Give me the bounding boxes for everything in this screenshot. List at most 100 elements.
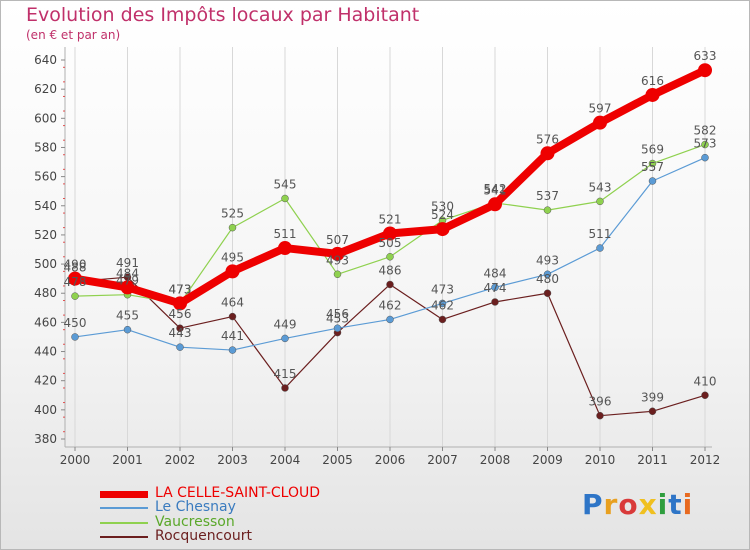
x-tick-label: 2006 <box>375 453 406 467</box>
data-label-rocquencourt: 453 <box>326 312 349 326</box>
data-point-le-chesnay <box>333 324 342 332</box>
y-tick-label: 620 <box>34 82 57 96</box>
y-tick-label: 400 <box>34 403 57 417</box>
data-label-vaucresson: 473 <box>169 282 192 296</box>
data-label-la-celle-saint-cloud: 633 <box>694 49 717 63</box>
data-label-la-celle-saint-cloud: 511 <box>274 227 297 241</box>
logo-letter: r <box>603 488 619 521</box>
legend-label-vaucresson: Vaucresson <box>155 514 235 530</box>
data-point-vaucresson <box>543 206 552 214</box>
data-label-rocquencourt: 480 <box>536 272 559 286</box>
x-tick-label: 2011 <box>637 453 668 467</box>
data-point-vaucresson <box>281 194 289 203</box>
data-point-vaucresson <box>333 270 342 279</box>
data-point-la-celle-saint-cloud <box>645 87 660 102</box>
data-point-le-chesnay <box>648 177 657 185</box>
data-point-le-chesnay <box>176 343 184 351</box>
x-tick-label: 2007 <box>427 453 458 467</box>
data-point-le-chesnay <box>701 153 709 162</box>
data-label-rocquencourt: 396 <box>589 395 612 409</box>
y-tick-label: 440 <box>34 345 57 359</box>
data-label-la-celle-saint-cloud: 616 <box>641 74 664 88</box>
data-point-la-celle-saint-cloud <box>540 146 555 161</box>
data-label-vaucresson: 582 <box>694 124 717 138</box>
data-point-la-celle-saint-cloud <box>488 197 502 212</box>
y-tick-label: 580 <box>34 140 57 154</box>
data-label-vaucresson: 537 <box>536 189 559 203</box>
data-point-le-chesnay <box>123 325 132 334</box>
data-label-rocquencourt: 415 <box>274 367 297 381</box>
data-point-la-celle-saint-cloud <box>330 246 345 261</box>
data-label-le-chesnay: 441 <box>221 329 244 343</box>
data-label-le-chesnay: 493 <box>536 253 559 267</box>
x-tick-label: 2001 <box>112 453 143 467</box>
data-point-rocquencourt <box>596 411 604 420</box>
data-label-vaucresson: 543 <box>589 180 612 194</box>
data-label-la-celle-saint-cloud: 490 <box>64 258 87 272</box>
data-label-vaucresson: 479 <box>116 274 139 288</box>
data-point-la-celle-saint-cloud <box>120 280 135 295</box>
legend-item-le-chesnay: Le Chesnay <box>100 499 360 516</box>
y-tick-label: 500 <box>34 257 57 271</box>
logo-letter: x <box>638 488 658 521</box>
data-label-rocquencourt: 399 <box>641 390 664 404</box>
data-point-le-chesnay <box>438 299 447 308</box>
legend-swatch-la-celle-saint-cloud <box>100 491 148 498</box>
x-tick-label: 2010 <box>585 453 616 467</box>
y-tick-label: 520 <box>34 228 57 242</box>
data-label-vaucresson: 505 <box>379 236 402 250</box>
data-point-la-celle-saint-cloud <box>698 63 712 78</box>
data-point-le-chesnay <box>491 283 499 292</box>
x-tick-label: 2003 <box>217 453 248 467</box>
data-label-la-celle-saint-cloud: 597 <box>589 102 612 116</box>
data-label-vaucresson: 493 <box>326 253 349 267</box>
data-label-rocquencourt: 488 <box>64 261 87 275</box>
data-point-vaucresson <box>701 140 709 149</box>
x-tick-label: 2012 <box>690 453 721 467</box>
legend-label-le-chesnay: Le Chesnay <box>155 499 236 515</box>
data-point-vaucresson <box>596 197 604 206</box>
x-tick-label: 2002 <box>165 453 196 467</box>
data-point-rocquencourt <box>281 384 289 392</box>
data-label-le-chesnay: 462 <box>379 298 402 312</box>
data-point-rocquencourt <box>701 391 709 400</box>
y-tick-label: 380 <box>34 432 57 446</box>
legend-item-rocquencourt: Rocquencourt <box>100 528 360 545</box>
data-label-la-celle-saint-cloud: 495 <box>221 250 244 264</box>
data-label-vaucresson: 545 <box>274 177 297 191</box>
data-point-le-chesnay <box>228 346 237 354</box>
data-point-la-celle-saint-cloud <box>173 296 187 311</box>
data-point-la-celle-saint-cloud <box>383 226 397 241</box>
data-point-vaucresson <box>228 223 237 232</box>
x-tick-label: 2000 <box>60 453 91 467</box>
data-point-le-chesnay <box>596 244 604 252</box>
y-tick-label: 560 <box>34 170 57 184</box>
logo-letter: t <box>668 488 683 521</box>
data-label-vaucresson: 525 <box>221 207 244 221</box>
legend-swatch-le-chesnay <box>100 507 148 509</box>
logo-letter: o <box>618 488 639 521</box>
data-label-le-chesnay: 511 <box>589 227 612 241</box>
data-point-rocquencourt <box>438 315 447 324</box>
data-label-vaucresson: 569 <box>641 142 664 156</box>
data-label-rocquencourt: 462 <box>431 298 454 312</box>
legend-swatch-rocquencourt <box>100 536 148 538</box>
logo-letter: i <box>657 488 669 521</box>
proxiti-logo: Proxiti <box>582 488 693 521</box>
data-label-la-celle-saint-cloud: 521 <box>379 212 402 226</box>
legend-swatch-vaucresson <box>100 522 148 524</box>
data-point-le-chesnay <box>543 270 552 279</box>
data-label-la-celle-saint-cloud: 541 <box>484 183 507 197</box>
data-point-vaucresson <box>648 159 657 168</box>
logo-letter: i <box>682 488 694 521</box>
data-point-la-celle-saint-cloud <box>278 241 292 256</box>
data-label-rocquencourt: 410 <box>694 374 717 388</box>
legend-label-la-celle-saint-cloud: LA CELLE-SAINT-CLOUD <box>155 485 321 501</box>
x-tick-label: 2009 <box>532 453 563 467</box>
data-point-la-celle-saint-cloud <box>593 115 607 130</box>
y-tick-label: 460 <box>34 315 57 329</box>
data-label-le-chesnay: 450 <box>64 316 87 330</box>
data-point-le-chesnay <box>281 334 289 343</box>
data-point-rocquencourt <box>228 312 237 321</box>
